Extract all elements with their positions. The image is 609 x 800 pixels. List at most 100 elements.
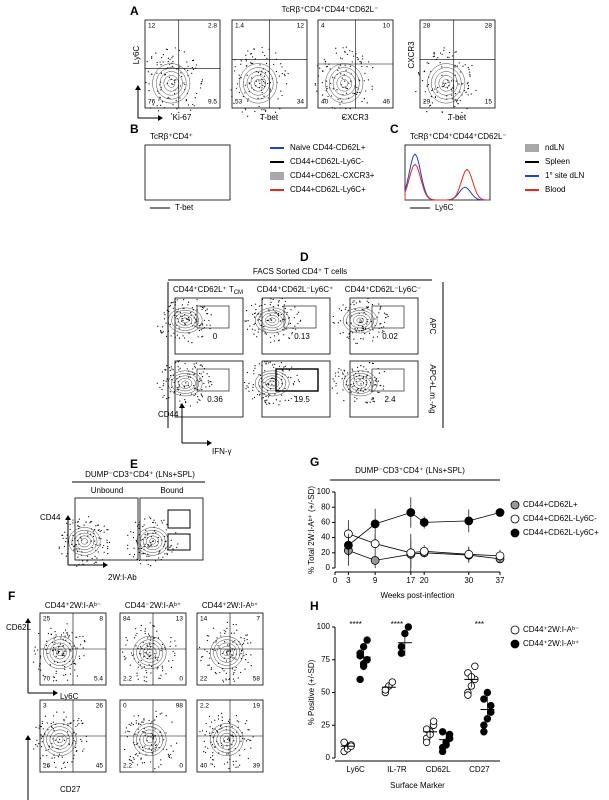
legend-label: CD44⁺2W:I-Aᵇ⁻ bbox=[523, 625, 579, 634]
event-dot bbox=[148, 83, 150, 85]
event-dot bbox=[63, 719, 65, 721]
event-dot bbox=[146, 60, 148, 63]
event-dot bbox=[245, 310, 248, 312]
event-dot bbox=[51, 742, 53, 745]
event-dot bbox=[80, 720, 82, 722]
event-dot bbox=[210, 721, 213, 723]
event-dot bbox=[282, 370, 284, 372]
event-dot bbox=[156, 541, 159, 543]
event-dot bbox=[383, 321, 386, 323]
gate bbox=[167, 509, 191, 529]
event-dot bbox=[342, 389, 344, 391]
contour bbox=[356, 317, 364, 324]
event-dot bbox=[208, 664, 210, 666]
event-dot bbox=[372, 329, 374, 331]
event-dot bbox=[149, 644, 151, 646]
event-dot bbox=[326, 80, 328, 82]
event-dot bbox=[154, 637, 156, 639]
event-dot bbox=[431, 102, 433, 104]
event-dot bbox=[165, 380, 167, 382]
event-dot bbox=[226, 644, 229, 646]
event-dot bbox=[250, 654, 252, 656]
contour bbox=[181, 380, 189, 387]
event-dot bbox=[232, 678, 235, 680]
event-dot bbox=[194, 367, 197, 369]
panel-title: FACS Sorted CD4⁺ T cells bbox=[253, 267, 347, 276]
event-dot bbox=[158, 552, 160, 554]
event-dot bbox=[373, 400, 375, 403]
event-dot bbox=[143, 719, 145, 721]
event-dot bbox=[156, 72, 158, 74]
x-tick-label: 37 bbox=[496, 576, 505, 585]
event-dot bbox=[431, 89, 433, 92]
event-dot bbox=[158, 677, 160, 679]
event-dot bbox=[50, 725, 52, 727]
event-dot bbox=[270, 298, 272, 300]
event-dot bbox=[66, 522, 68, 524]
event-dot bbox=[269, 82, 272, 84]
quadrant-value: 58 bbox=[253, 676, 261, 683]
event-dot bbox=[78, 518, 80, 520]
event-dot bbox=[81, 560, 84, 562]
event-dot bbox=[260, 73, 262, 75]
marker bbox=[495, 551, 505, 561]
event-dot bbox=[345, 384, 347, 386]
event-dot bbox=[225, 672, 228, 674]
event-dot bbox=[204, 734, 206, 736]
event-dot bbox=[314, 84, 316, 86]
event-dot bbox=[52, 721, 54, 723]
event-dot bbox=[337, 69, 339, 72]
event-dot bbox=[471, 64, 473, 67]
event-dot bbox=[456, 100, 458, 102]
contour bbox=[219, 732, 234, 747]
legend-label: CD44+CD62L+ bbox=[523, 500, 578, 509]
marker bbox=[483, 688, 492, 697]
event-dot bbox=[257, 319, 259, 321]
event-dot bbox=[244, 640, 246, 642]
marker bbox=[356, 652, 364, 660]
event-dot bbox=[385, 313, 387, 315]
event-dot bbox=[46, 722, 48, 724]
event-dot bbox=[93, 540, 96, 542]
event-dot bbox=[469, 74, 471, 76]
event-dot bbox=[74, 663, 77, 665]
event-dot bbox=[203, 382, 205, 385]
event-dot bbox=[235, 766, 237, 768]
event-dot bbox=[356, 328, 359, 330]
event-dot bbox=[250, 53, 253, 55]
event-dot bbox=[33, 650, 35, 652]
event-dot bbox=[205, 310, 207, 312]
event-dot bbox=[210, 756, 212, 759]
event-dot bbox=[74, 662, 76, 664]
marker bbox=[438, 743, 447, 752]
event-dot bbox=[160, 72, 163, 74]
event-dot bbox=[146, 676, 148, 678]
event-dot bbox=[245, 54, 247, 56]
event-dot bbox=[51, 746, 53, 748]
contour bbox=[77, 535, 91, 548]
event-dot bbox=[67, 634, 69, 636]
event-dot bbox=[226, 744, 228, 746]
event-dot bbox=[465, 91, 467, 93]
event-dot bbox=[199, 731, 201, 733]
event-dot bbox=[295, 328, 297, 330]
event-dot bbox=[361, 320, 363, 322]
x-axis-label: T-bet bbox=[175, 203, 194, 212]
marker bbox=[388, 678, 397, 686]
event-dot bbox=[60, 637, 62, 639]
event-dot bbox=[192, 368, 194, 370]
event-dot bbox=[189, 405, 191, 407]
event-dot bbox=[362, 325, 364, 327]
gate-value: 0.02 bbox=[382, 332, 398, 341]
quadrant-value: 29 bbox=[423, 99, 431, 106]
panel-label: C bbox=[390, 122, 399, 136]
event-dot bbox=[241, 738, 244, 740]
event-dot bbox=[36, 745, 39, 747]
event-dot bbox=[200, 660, 202, 662]
event-dot bbox=[153, 519, 155, 521]
contour bbox=[219, 645, 234, 660]
event-dot bbox=[365, 90, 367, 92]
event-dot bbox=[340, 369, 342, 371]
event-dot bbox=[100, 538, 102, 540]
event-dot bbox=[142, 721, 144, 723]
